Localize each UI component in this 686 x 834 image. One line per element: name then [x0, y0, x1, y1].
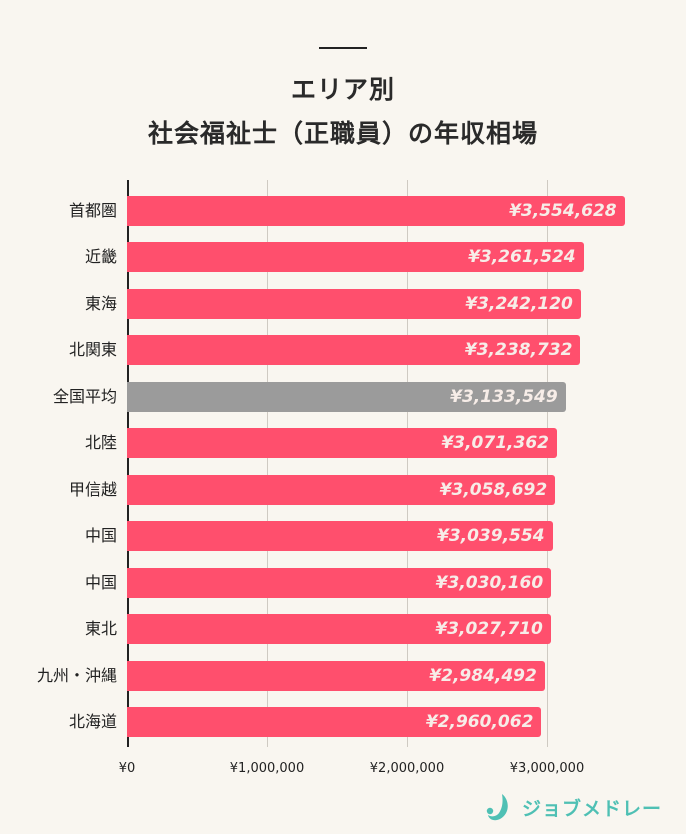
bar: ¥3,030,160	[127, 567, 552, 598]
bar: ¥2,984,492	[127, 660, 545, 691]
category-label: 東北	[84, 619, 117, 639]
bar: ¥3,261,524	[127, 242, 584, 273]
plot-area: 首都圏 ¥3,554,628 近畿 ¥3,261,524 東海 ¥3,242,120 北関東…	[37, 180, 647, 747]
brand-logo: ジョブメドレー	[486, 792, 662, 822]
bar: ¥3,039,554	[127, 521, 553, 552]
brand-logo-icon	[486, 792, 512, 822]
bar-row: 全国平均 ¥3,133,549	[53, 381, 647, 412]
gridline	[267, 180, 268, 747]
x-tick-label: ¥1,000,000	[229, 761, 305, 776]
category-label: 九州・沖縄	[36, 665, 117, 685]
value-label: ¥3,039,554	[436, 526, 545, 547]
category-label: 中国	[84, 572, 117, 592]
category-label: 甲信越	[68, 479, 117, 499]
chart-title-line1: エリア別	[290, 75, 395, 104]
value-label: ¥2,960,062	[425, 711, 534, 732]
gridline	[407, 180, 408, 747]
bar: ¥2,960,062	[127, 706, 542, 737]
bar: ¥3,071,362	[127, 428, 557, 459]
bar-national-average: ¥3,133,549	[127, 381, 566, 412]
category-label: 北関東	[68, 340, 117, 360]
value-label: ¥3,071,362	[441, 433, 549, 454]
value-label: ¥3,058,692	[439, 479, 548, 500]
category-label: 東海	[84, 293, 117, 313]
x-tick-label: ¥2,000,000	[369, 761, 445, 776]
bar-row: 首都圏 ¥3,554,628	[69, 196, 647, 226]
value-label: ¥3,242,120	[465, 293, 573, 314]
category-label: 北陸	[84, 433, 117, 453]
y-axis-line	[127, 180, 129, 747]
bar: ¥3,238,732	[127, 335, 581, 366]
bar: ¥3,058,692	[127, 474, 556, 505]
category-label: 首都圏	[68, 201, 117, 220]
bar-row: 東北 ¥3,027,710	[85, 614, 647, 645]
bar-row: 北関東 ¥3,238,732	[69, 335, 647, 366]
bar-row: 東海 ¥3,242,120	[85, 288, 647, 319]
brand-name: ジョブメドレー	[522, 797, 663, 820]
bar-row: 中国 ¥3,039,554	[85, 521, 647, 552]
bar: ¥3,242,120	[127, 288, 581, 319]
title-rule	[319, 47, 367, 49]
category-label: 全国平均	[52, 386, 117, 406]
category-label: 近畿	[84, 247, 117, 267]
value-label: ¥3,554,628	[509, 201, 617, 221]
value-label: ¥2,984,492	[429, 665, 537, 686]
bar-row: 九州・沖縄 ¥2,984,492	[37, 660, 647, 691]
bar-row: 甲信越 ¥3,058,692	[69, 474, 647, 505]
bar-row: 近畿 ¥3,261,524	[85, 242, 647, 273]
value-label: ¥3,238,732	[464, 340, 573, 361]
value-label: ¥3,027,710	[435, 619, 543, 640]
bar: ¥3,554,628	[127, 196, 625, 226]
category-label: 北海道	[68, 711, 117, 731]
bar-row: 中国 ¥3,030,160	[85, 567, 647, 598]
value-label: ¥3,261,524	[468, 247, 576, 268]
value-label: ¥3,030,160	[435, 572, 544, 593]
bar: ¥3,027,710	[127, 614, 551, 645]
category-label: 中国	[84, 526, 117, 546]
bar-row: 北海道 ¥2,960,062	[69, 706, 647, 737]
x-tick-label: ¥3,000,000	[509, 761, 585, 776]
chart-title-line2: 社会福祉士（正職員）の年収相場	[147, 119, 538, 148]
value-label: ¥3,133,549	[450, 386, 558, 407]
x-tick-label: ¥0	[118, 761, 136, 776]
bar-row: 北陸 ¥3,071,362	[85, 428, 647, 459]
gridline	[547, 180, 548, 747]
